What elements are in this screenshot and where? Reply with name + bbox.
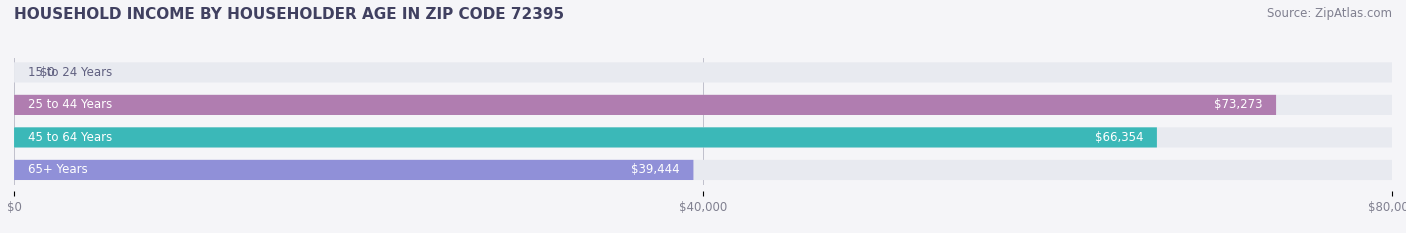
Text: 15 to 24 Years: 15 to 24 Years (28, 66, 112, 79)
FancyBboxPatch shape (14, 95, 1277, 115)
Text: $39,444: $39,444 (631, 163, 679, 176)
Text: $73,273: $73,273 (1213, 98, 1263, 111)
Text: HOUSEHOLD INCOME BY HOUSEHOLDER AGE IN ZIP CODE 72395: HOUSEHOLD INCOME BY HOUSEHOLDER AGE IN Z… (14, 7, 564, 22)
FancyBboxPatch shape (14, 160, 1392, 180)
FancyBboxPatch shape (14, 160, 693, 180)
Text: 25 to 44 Years: 25 to 44 Years (28, 98, 112, 111)
FancyBboxPatch shape (14, 127, 1157, 147)
FancyBboxPatch shape (14, 62, 1392, 82)
Text: 65+ Years: 65+ Years (28, 163, 87, 176)
FancyBboxPatch shape (14, 95, 1392, 115)
Text: $0: $0 (39, 66, 55, 79)
Text: 45 to 64 Years: 45 to 64 Years (28, 131, 112, 144)
FancyBboxPatch shape (14, 127, 1392, 147)
Text: Source: ZipAtlas.com: Source: ZipAtlas.com (1267, 7, 1392, 20)
Text: $66,354: $66,354 (1095, 131, 1143, 144)
